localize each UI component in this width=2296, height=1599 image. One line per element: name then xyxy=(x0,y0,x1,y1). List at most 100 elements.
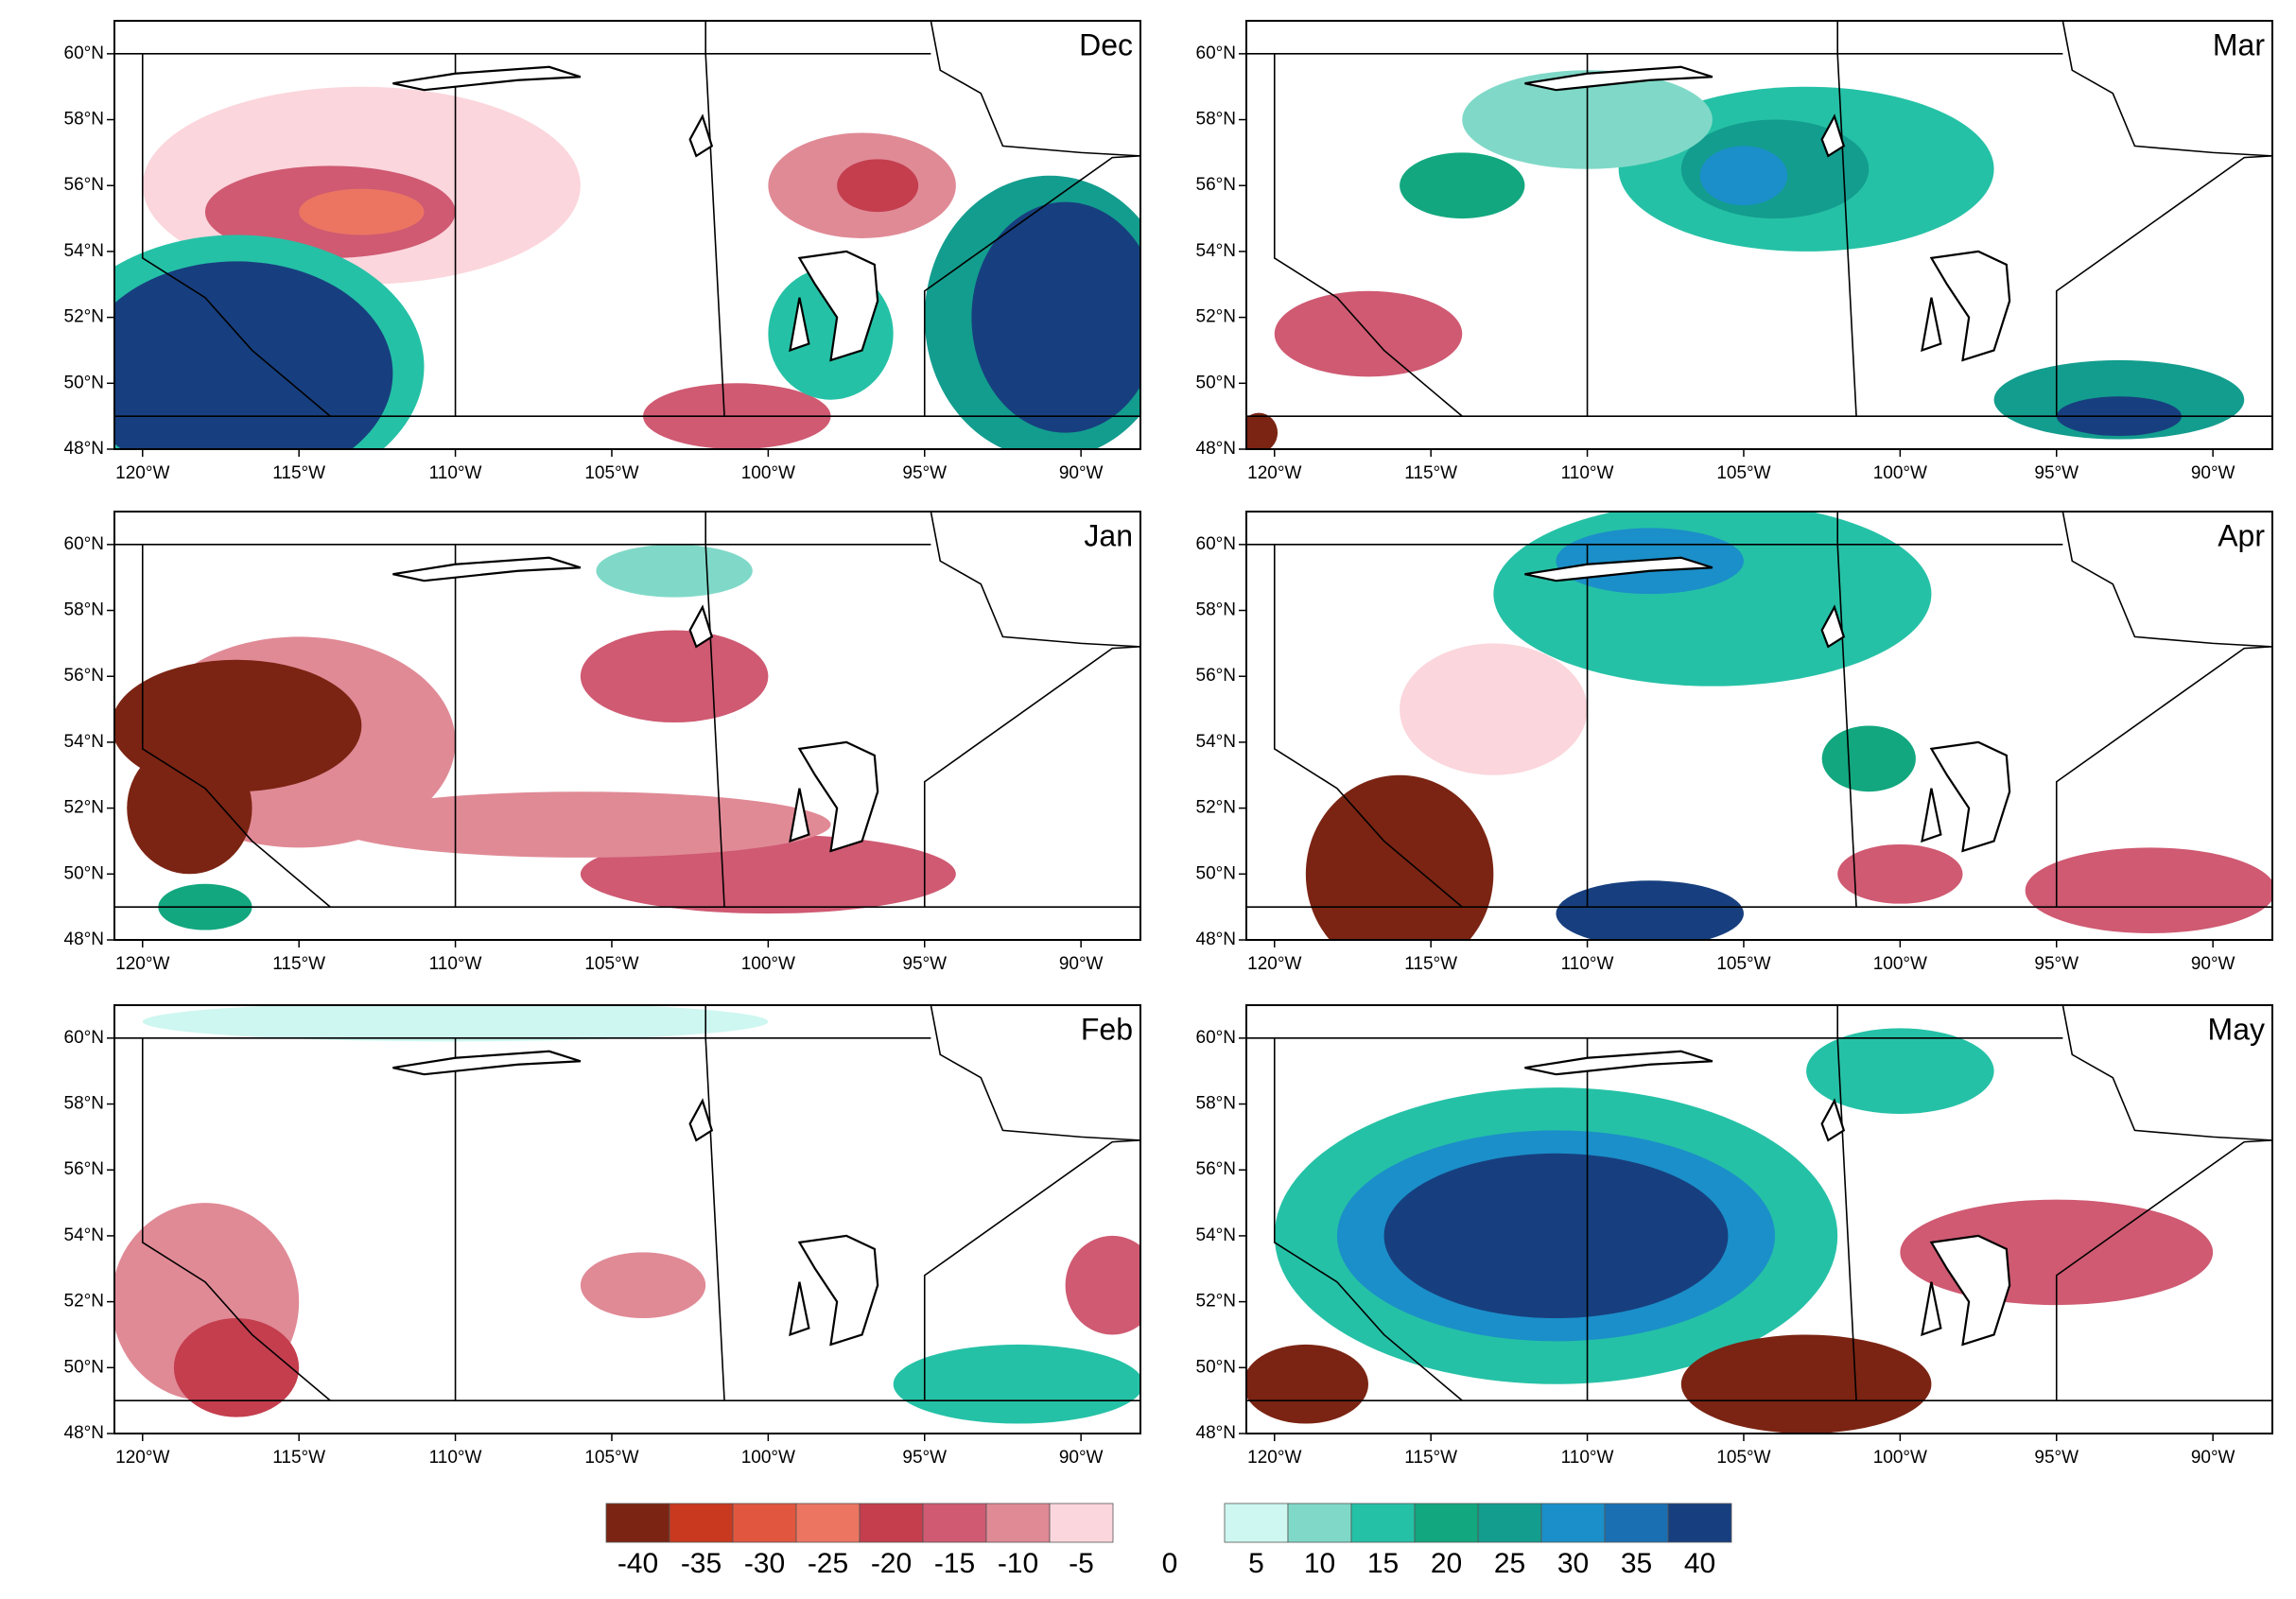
lat-tick-label: 60°N xyxy=(1196,43,1236,63)
anomaly-area xyxy=(596,544,753,598)
lon-tick-label: 115°W xyxy=(272,1448,325,1468)
lat-tick-label: 52°N xyxy=(1196,307,1236,327)
panel-title: Feb xyxy=(1081,1012,1133,1046)
map-panel: Apr 48°N 50°N 52°N 54°N 56°N 58°N 60°N 120°W 115°… xyxy=(1196,511,2273,974)
lon-tick-label: 95°W xyxy=(902,463,947,483)
lat-tick-label: 58°N xyxy=(64,110,104,130)
anomaly-area xyxy=(1400,643,1588,775)
lat-tick-label: 50°N xyxy=(1196,373,1236,392)
lon-tick-label: 115°W xyxy=(1404,954,1457,974)
lon-tick-label: 120°W xyxy=(115,463,169,483)
anomaly-area xyxy=(580,630,769,723)
anomaly-area xyxy=(1383,1153,1729,1319)
colorbar-label: -25 xyxy=(808,1548,848,1579)
lat-tick-label: 54°N xyxy=(64,241,104,261)
lat-tick-label: 50°N xyxy=(64,1357,104,1377)
anomaly-area xyxy=(330,791,831,858)
border xyxy=(2061,512,2272,648)
colorbar-label: -35 xyxy=(681,1548,722,1579)
lat-tick-label: 50°N xyxy=(64,373,104,392)
colorbar-label: 40 xyxy=(1684,1548,1715,1579)
anomaly-area xyxy=(299,188,425,235)
frame xyxy=(113,1004,1141,1434)
lake xyxy=(1524,65,1713,92)
colorbar-box xyxy=(795,1503,861,1543)
field xyxy=(1246,21,2272,449)
lat-tick-label: 54°N xyxy=(1196,732,1236,752)
lat-tick-label: 58°N xyxy=(64,600,104,620)
border xyxy=(141,53,331,417)
colorbar-box xyxy=(1224,1503,1289,1543)
lake xyxy=(1820,113,1846,158)
anomaly-area xyxy=(1305,774,1494,940)
lat-tick-label: 52°N xyxy=(1196,798,1236,818)
colorbar-label: 0 xyxy=(1162,1548,1178,1579)
lon-tick-label: 95°W xyxy=(902,1448,947,1468)
panel-title: Mar xyxy=(2213,27,2265,61)
colorbar-box xyxy=(732,1503,797,1543)
lat-tick-label: 58°N xyxy=(1196,110,1236,130)
colorbar-box xyxy=(1414,1503,1479,1543)
frame xyxy=(1245,511,2273,941)
colorbar-box xyxy=(985,1503,1051,1543)
border xyxy=(2055,646,2272,908)
colorbar-box xyxy=(922,1503,987,1543)
border xyxy=(2055,155,2272,417)
border xyxy=(141,1037,331,1401)
map-panel: Dec 48°N 50°N 52°N 54°N 56°N 58°N 60°N 120°W 115°… xyxy=(64,20,1141,483)
colorbar-label: -5 xyxy=(1069,1548,1094,1579)
colorbar-box xyxy=(605,1503,670,1543)
lon-tick-label: 105°W xyxy=(584,954,638,974)
border xyxy=(704,1005,725,1401)
anomaly-area xyxy=(1065,1235,1140,1335)
lon-tick-label: 115°W xyxy=(272,463,325,483)
colorbar-box xyxy=(1477,1503,1542,1543)
lake xyxy=(1929,250,2011,362)
colorbar-label: 30 xyxy=(1557,1548,1589,1579)
anomaly-area xyxy=(1246,1344,1368,1424)
lon-tick-label: 115°W xyxy=(1404,1448,1457,1468)
lake xyxy=(392,556,582,582)
lon-tick-label: 105°W xyxy=(1716,1448,1770,1468)
lon-tick-label: 120°W xyxy=(1247,954,1301,974)
anomaly-area xyxy=(1837,843,1963,904)
border xyxy=(2055,1139,2272,1401)
lat-tick-label: 60°N xyxy=(64,43,104,63)
lake xyxy=(1524,556,1713,582)
anomaly-area xyxy=(1806,1028,1994,1114)
lake xyxy=(1524,1050,1713,1076)
anomaly-area xyxy=(971,201,1140,433)
colorbar-label: 15 xyxy=(1367,1548,1399,1579)
lake xyxy=(789,297,810,353)
lat-tick-label: 60°N xyxy=(64,1028,104,1048)
colorbar-label: -15 xyxy=(934,1548,975,1579)
lake xyxy=(688,604,714,649)
border xyxy=(704,21,725,417)
frame xyxy=(113,20,1141,450)
lat-tick-label: 48°N xyxy=(64,930,104,949)
lon-tick-label: 120°W xyxy=(1247,463,1301,483)
lon-tick-label: 120°W xyxy=(1247,1448,1301,1468)
lat-tick-label: 52°N xyxy=(64,798,104,818)
border xyxy=(923,155,1140,417)
border xyxy=(1836,1005,1857,1401)
lon-tick-label: 120°W xyxy=(115,954,169,974)
lat-tick-label: 48°N xyxy=(64,1423,104,1443)
field xyxy=(114,512,1140,940)
lat-tick-label: 56°N xyxy=(64,666,104,686)
lat-tick-label: 52°N xyxy=(64,1292,104,1312)
lon-tick-label: 100°W xyxy=(1873,954,1927,974)
colorbar-label: 5 xyxy=(1248,1548,1264,1579)
anomaly-area xyxy=(2025,847,2272,934)
lon-tick-label: 105°W xyxy=(1716,463,1770,483)
lat-tick-label: 48°N xyxy=(64,439,104,459)
anomaly-area xyxy=(580,1252,706,1319)
border xyxy=(930,1005,1140,1141)
frame xyxy=(113,511,1141,941)
anomaly-area xyxy=(114,261,393,449)
lake xyxy=(789,788,810,843)
lake xyxy=(1921,297,1942,353)
lon-tick-label: 115°W xyxy=(272,954,325,974)
lon-tick-label: 100°W xyxy=(1873,1448,1927,1468)
